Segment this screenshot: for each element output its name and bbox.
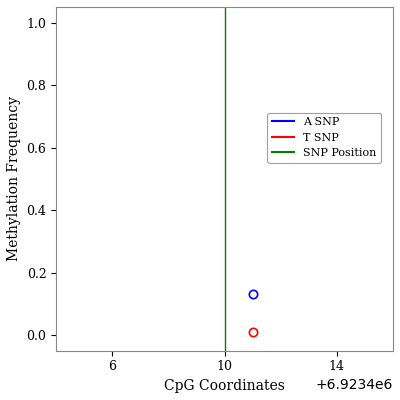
Legend: A SNP, T SNP, SNP Position: A SNP, T SNP, SNP Position <box>267 113 381 163</box>
X-axis label: CpG Coordinates: CpG Coordinates <box>164 379 285 393</box>
Y-axis label: Methylation Frequency: Methylation Frequency <box>7 96 21 261</box>
